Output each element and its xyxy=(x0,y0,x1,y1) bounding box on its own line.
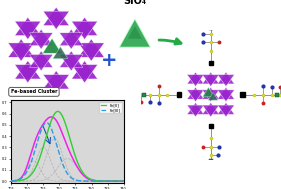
Polygon shape xyxy=(217,103,234,114)
Polygon shape xyxy=(217,72,234,84)
Polygon shape xyxy=(60,29,83,46)
Polygon shape xyxy=(43,39,61,53)
Polygon shape xyxy=(217,90,234,102)
Polygon shape xyxy=(60,33,83,49)
Polygon shape xyxy=(187,72,204,84)
Polygon shape xyxy=(217,75,234,86)
FancyBboxPatch shape xyxy=(240,92,244,97)
Polygon shape xyxy=(8,43,34,61)
Polygon shape xyxy=(60,54,83,71)
Text: Fe-based Cluster: Fe-based Cluster xyxy=(11,89,57,94)
Polygon shape xyxy=(60,51,83,67)
Polygon shape xyxy=(72,21,98,40)
Title: SiO₄: SiO₄ xyxy=(123,0,146,6)
Polygon shape xyxy=(202,105,219,117)
Polygon shape xyxy=(15,21,41,40)
Polygon shape xyxy=(202,90,219,102)
Polygon shape xyxy=(187,103,204,114)
Polygon shape xyxy=(43,75,69,93)
Polygon shape xyxy=(128,26,142,39)
Polygon shape xyxy=(202,87,219,99)
FancyBboxPatch shape xyxy=(177,92,181,97)
Polygon shape xyxy=(30,33,53,49)
Polygon shape xyxy=(78,43,104,61)
Polygon shape xyxy=(217,87,234,99)
Polygon shape xyxy=(202,75,219,86)
FancyBboxPatch shape xyxy=(209,124,213,128)
Polygon shape xyxy=(72,61,98,79)
Polygon shape xyxy=(15,65,41,83)
Polygon shape xyxy=(15,17,41,36)
Polygon shape xyxy=(187,105,204,117)
Legend: Fe[II], Fe[III]: Fe[II], Fe[III] xyxy=(99,102,122,113)
Polygon shape xyxy=(202,72,219,84)
Polygon shape xyxy=(202,103,219,114)
Polygon shape xyxy=(30,54,53,71)
Polygon shape xyxy=(15,61,41,79)
Polygon shape xyxy=(119,19,150,47)
Polygon shape xyxy=(72,17,98,36)
Text: +: + xyxy=(101,51,118,70)
Polygon shape xyxy=(78,39,104,57)
Polygon shape xyxy=(187,75,204,86)
Polygon shape xyxy=(53,47,68,59)
Polygon shape xyxy=(43,71,69,89)
Polygon shape xyxy=(30,29,53,46)
Polygon shape xyxy=(217,105,234,117)
Polygon shape xyxy=(187,87,204,99)
Polygon shape xyxy=(187,90,204,102)
Y-axis label: Intensity (CPS): Intensity (CPS) xyxy=(0,126,1,158)
Polygon shape xyxy=(208,92,218,100)
Polygon shape xyxy=(72,65,98,83)
Polygon shape xyxy=(30,51,53,67)
Polygon shape xyxy=(8,39,34,57)
Polygon shape xyxy=(203,88,214,97)
Polygon shape xyxy=(43,11,69,29)
Polygon shape xyxy=(43,7,69,26)
FancyBboxPatch shape xyxy=(209,61,213,65)
